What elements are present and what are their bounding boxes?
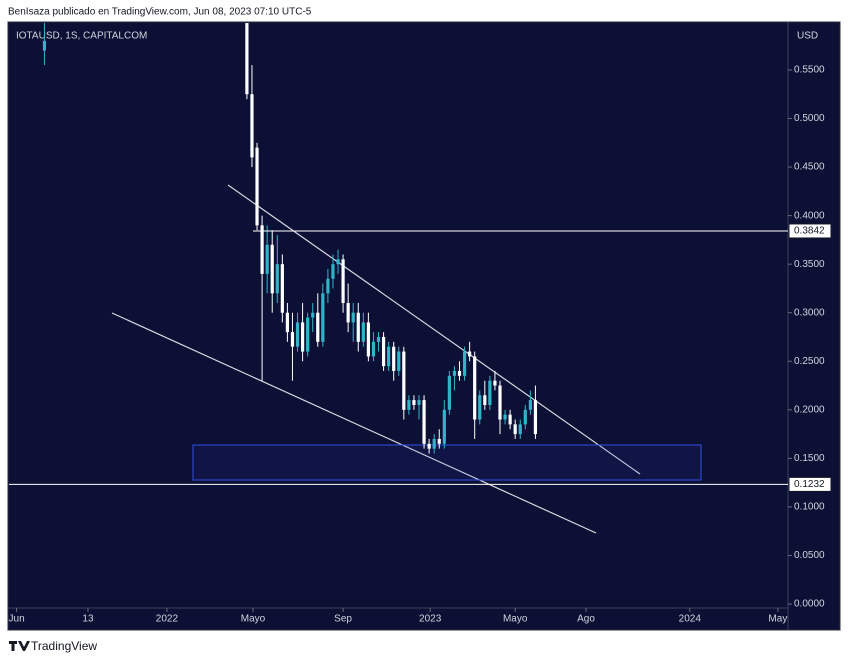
candle-body — [341, 259, 345, 304]
candle-body — [311, 312, 315, 318]
x-tick-label: Sep — [334, 614, 352, 625]
currency-label: USD — [797, 31, 818, 42]
x-tick-label: 2023 — [419, 614, 442, 625]
candle-body — [331, 264, 335, 279]
candle-body — [361, 322, 365, 342]
price-label: 0.1232 — [794, 479, 825, 490]
candle-body — [366, 322, 370, 357]
candle-body — [508, 414, 512, 425]
candle-body — [432, 438, 436, 449]
candle-body — [417, 400, 421, 405]
y-tick-label: 0.5000 — [794, 113, 825, 124]
candle-body — [265, 244, 269, 274]
x-tick-label: 2024 — [679, 614, 702, 625]
candle-body — [285, 312, 290, 333]
candle-body — [407, 400, 411, 410]
candle-body — [387, 346, 391, 367]
y-tick-label: 0.0000 — [794, 599, 825, 610]
candle-body — [402, 351, 406, 410]
y-tick-label: 0.4500 — [794, 162, 825, 173]
candle-body — [493, 380, 497, 386]
candle-body — [412, 400, 416, 405]
plot-area — [9, 23, 788, 534]
price-label-box — [788, 476, 832, 492]
candle-body — [250, 94, 254, 158]
y-tick-label: 0.2500 — [794, 356, 825, 367]
candle-body — [295, 322, 300, 347]
candle-body — [260, 225, 264, 274]
candle-body — [351, 312, 355, 323]
candle-body — [42, 40, 47, 51]
candle-body — [468, 351, 472, 357]
candle-body — [483, 395, 487, 405]
y-tick-label: 0.3000 — [794, 307, 825, 318]
candle-body — [321, 293, 325, 342]
support-zone — [192, 444, 702, 481]
candle-body — [306, 317, 310, 352]
candle-body — [473, 356, 477, 420]
candle-body — [336, 259, 340, 265]
x-tick-label: 2022 — [156, 614, 179, 625]
candle-body — [427, 443, 431, 449]
footer: TradingView — [9, 639, 97, 653]
header-text: BenIsaza publicado en TradingView.com, J… — [8, 7, 312, 18]
candle-body — [346, 303, 350, 323]
candle-body — [462, 351, 467, 376]
candle-body — [255, 147, 259, 226]
y-tick-label: 0.2000 — [794, 404, 825, 415]
x-tick-label: Mayo — [503, 614, 528, 625]
candle-body — [376, 336, 381, 342]
candle-body — [457, 370, 462, 376]
x-tick-label: May — [768, 614, 787, 625]
candle-body — [503, 414, 507, 420]
candle-body — [523, 409, 527, 425]
candle-body — [280, 264, 284, 313]
candle-body — [447, 375, 451, 410]
candle-body — [452, 370, 457, 376]
price-label-box — [788, 223, 832, 239]
y-tick-label: 0.3500 — [794, 259, 825, 270]
candle-body — [245, 23, 249, 95]
trend-line-lower — [111, 312, 597, 534]
candle-body — [290, 332, 295, 347]
chart-panel — [7, 21, 841, 631]
candle-body — [442, 409, 446, 444]
x-tick-label: Ago — [577, 614, 595, 625]
tradingview-logo — [9, 641, 30, 651]
y-tick-label: 0.4000 — [794, 210, 825, 221]
candle-body — [326, 278, 330, 294]
candle-body — [498, 385, 502, 420]
brand-text: TradingView — [31, 639, 97, 653]
candle-body — [518, 424, 522, 435]
candle-body — [270, 244, 274, 294]
x-tick-label: Mayo — [241, 614, 266, 625]
y-tick-label: 0.5500 — [794, 65, 825, 76]
trend-line-upper — [227, 184, 641, 475]
candle-body — [381, 336, 386, 367]
candle-body — [513, 424, 517, 435]
x-tick-label: Jun — [9, 614, 25, 625]
y-tick-label: 0.0500 — [794, 550, 825, 561]
candle-body — [478, 395, 482, 420]
symbol-label: IOTAUSD, 1S, CAPITALCOM — [16, 31, 147, 42]
candle-body — [528, 400, 532, 410]
candle-body — [437, 438, 441, 444]
candle-body — [397, 351, 401, 371]
candle-body — [392, 346, 396, 371]
price-label: 0.3842 — [794, 226, 825, 237]
candle-body — [300, 322, 305, 352]
candle-body — [356, 312, 360, 342]
candle-body — [422, 400, 426, 444]
y-tick-label: 0.1500 — [794, 453, 825, 464]
candle-body — [371, 341, 376, 357]
candle-body — [316, 312, 320, 342]
y-tick-label: 0.1000 — [794, 502, 825, 513]
candle-body — [488, 380, 492, 405]
x-tick-label: 13 — [82, 614, 94, 625]
candle-body — [275, 264, 279, 294]
candle-body — [533, 400, 538, 435]
